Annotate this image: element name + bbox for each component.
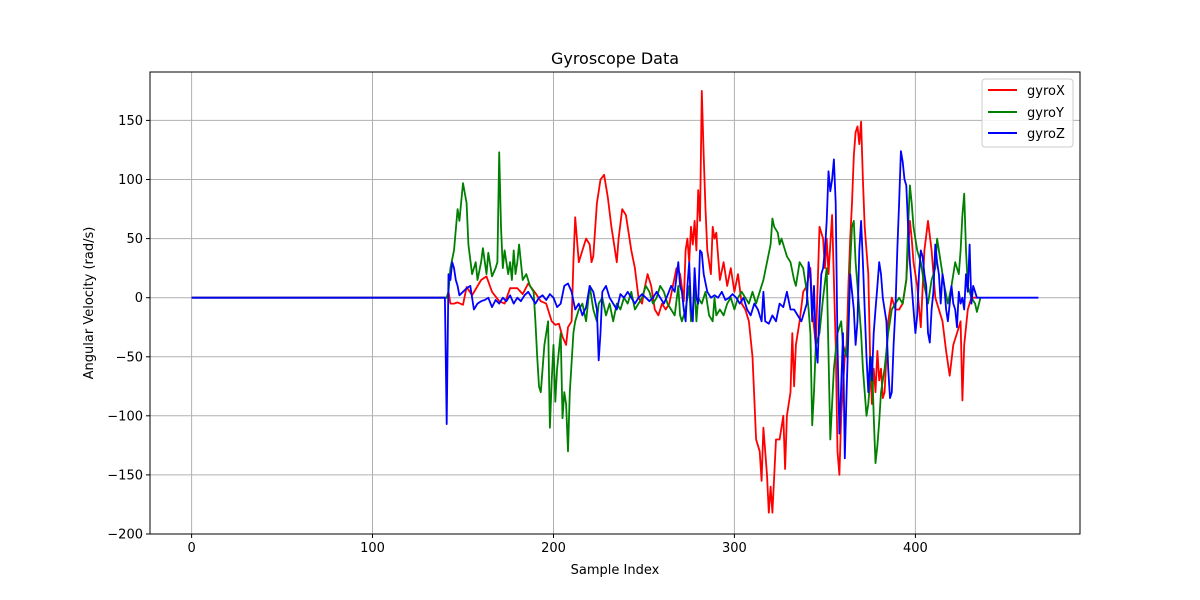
y-tick-label: 0: [135, 291, 143, 306]
legend: gyroX gyroY gyroZ: [981, 78, 1074, 148]
x-tick-label: 200: [541, 541, 566, 556]
y-axis-ticks: −200 −150 −100 −50 0 50 100 150: [107, 114, 150, 543]
x-tick-label: 300: [722, 541, 747, 556]
x-tick-label: 0: [187, 541, 195, 556]
axes-frame: [149, 71, 1081, 535]
y-tick-label: 50: [126, 232, 143, 247]
series-line-gyroy: [191, 151, 982, 464]
legend-label-gyroy: gyroY: [1027, 106, 1064, 121]
y-tick-label: −150: [107, 468, 143, 483]
y-tick-label: 150: [118, 114, 143, 129]
legend-label-gyrox: gyroX: [1027, 84, 1065, 99]
x-axis-ticks: 0 100 200 300 400: [187, 534, 928, 556]
legend-label-gyroz: gyroZ: [1027, 127, 1065, 142]
x-axis-label: Sample Index: [571, 563, 660, 578]
y-tick-label: 100: [118, 173, 143, 188]
y-axis-label: Angular Velocity (rad/s): [82, 227, 97, 380]
y-tick-label: −50: [116, 350, 143, 365]
y-tick-label: −200: [107, 528, 143, 543]
x-tick-label: 100: [360, 541, 385, 556]
legend-box: [981, 78, 1074, 148]
y-tick-label: −100: [107, 409, 143, 424]
series-line-gyroz: [191, 150, 1039, 460]
x-tick-label: 400: [903, 541, 928, 556]
series-layer: [191, 90, 1039, 514]
chart-title: Gyroscope Data: [551, 49, 679, 68]
series-line-gyrox: [191, 90, 977, 514]
